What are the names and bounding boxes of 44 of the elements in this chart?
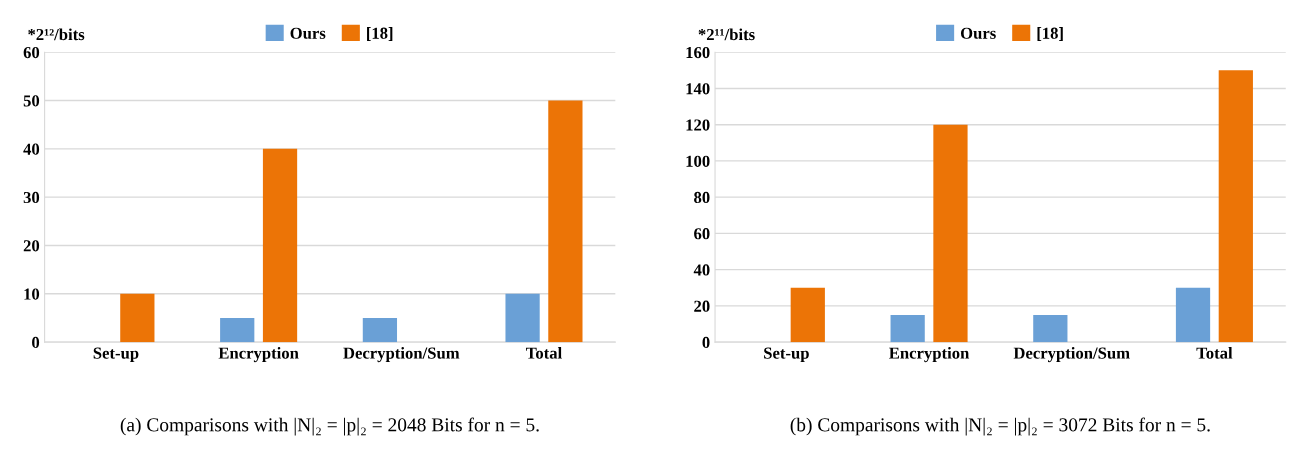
- x-tick-label: Decryption/Sum: [343, 346, 460, 363]
- bar: [1218, 70, 1253, 343]
- y-tick-label: 60: [694, 228, 710, 240]
- legend-label: [18]: [1037, 27, 1063, 41]
- bar: [505, 293, 540, 343]
- y-tick-label: 60: [23, 46, 40, 59]
- y-tick-label: 30: [23, 191, 40, 204]
- bar: [890, 314, 925, 343]
- x-tick-label: Encryption: [218, 346, 299, 363]
- x-tick-label: Decryption/Sum: [1013, 346, 1130, 363]
- bar: [362, 317, 398, 343]
- y-axis-title: *2¹²/bits: [28, 28, 85, 41]
- bar: [120, 293, 155, 343]
- bar: [548, 100, 583, 343]
- legend-label: Ours: [290, 27, 326, 39]
- y-tick-label: 140: [686, 83, 710, 95]
- bar: [262, 148, 298, 343]
- text: (b) Comparisons with |N|₂ = |p|₂ = 3072 Bits for n = 5.: [790, 417, 1210, 436]
- y-tick-label: 0: [32, 336, 40, 349]
- y-tick-label: 20: [694, 300, 710, 312]
- bar: [790, 287, 825, 343]
- y-tick-label: 100: [686, 155, 710, 167]
- y-tick-label: 40: [693, 264, 710, 276]
- bar: [1033, 314, 1068, 343]
- x-tick-label: Set-up: [764, 347, 809, 363]
- y-tick-label: 10: [24, 288, 40, 300]
- x-tick-label: Total: [526, 346, 562, 359]
- text: (a) Comparisons with |N|₂ = |p|₂ = 2048 Bits for n = 5.: [120, 417, 539, 436]
- y-tick-label: 160: [686, 46, 710, 59]
- y-tick-label: 120: [686, 119, 710, 131]
- y-tick-label: 20: [23, 240, 40, 252]
- bar: [220, 317, 255, 343]
- x-tick-label: Set-up: [93, 347, 139, 363]
- y-tick-label: 40: [23, 143, 40, 155]
- y-tick-label: 50: [23, 95, 40, 107]
- bar: [1175, 287, 1211, 343]
- bar: [933, 124, 968, 343]
- x-tick-label: Encryption: [889, 346, 970, 363]
- legend-label: Ours: [960, 27, 996, 39]
- legend-label: [18]: [367, 27, 393, 41]
- x-tick-label: Total: [1196, 346, 1233, 359]
- y-tick-label: 80: [694, 191, 710, 204]
- y-tick-label: 0: [702, 336, 710, 349]
- y-axis-title: *2¹¹/bits: [698, 28, 755, 41]
